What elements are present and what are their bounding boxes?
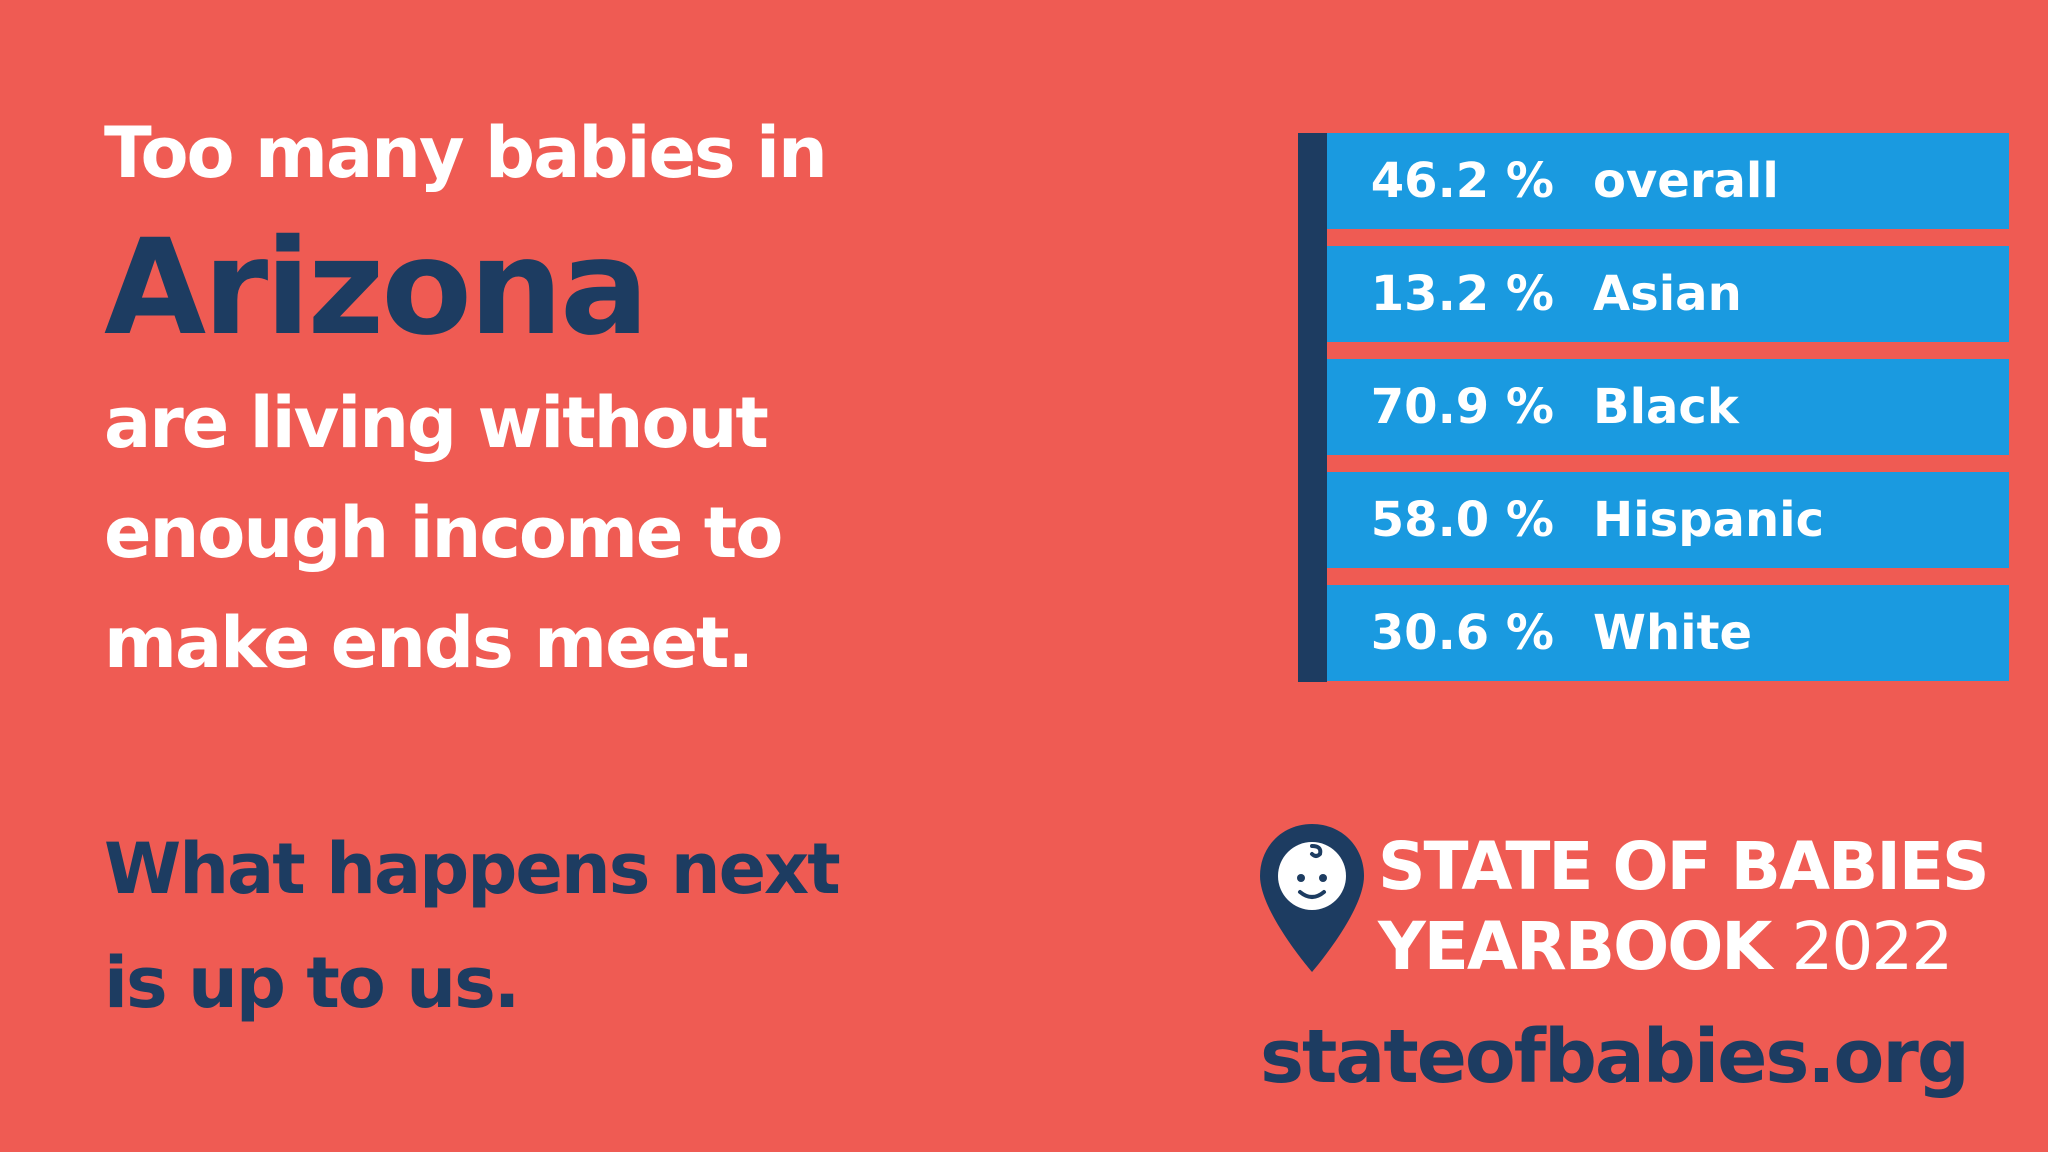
stat-label: White (1593, 605, 1753, 661)
logo-year: 2022 (1791, 908, 1953, 985)
headline: make ends meet. (104, 602, 754, 684)
call-to-action: is up to us. (104, 942, 520, 1024)
stat-value: 70.9 % (1370, 379, 1554, 435)
stat-row: 70.9 % Black (1327, 359, 2009, 455)
stat-value: 30.6 % (1370, 605, 1554, 661)
headline: are living without (104, 382, 769, 464)
logo-text: STATE OF BABIES (1378, 828, 1990, 905)
stat-row: 13.2 % Asian (1327, 246, 2009, 342)
logo-text: YEARBOOK (1378, 908, 1772, 985)
stats-spine (1298, 133, 1327, 682)
stat-value: 46.2 % (1370, 153, 1554, 209)
stat-label: Asian (1593, 266, 1742, 322)
stat-label: overall (1593, 153, 1779, 209)
logo-pin (1260, 824, 1364, 972)
headline: Too many babies in (104, 112, 828, 194)
stat-row: 30.6 % White (1327, 585, 2009, 681)
stat-label: Black (1593, 379, 1739, 435)
headline: enough income to (104, 492, 783, 574)
state-name: Arizona (104, 211, 649, 365)
logo-text: YEARBOOK 2022 (1378, 914, 1953, 980)
call-to-action: What happens next (104, 828, 841, 910)
stat-row: 58.0 % Hispanic (1327, 472, 2009, 568)
stat-value: 58.0 % (1370, 492, 1554, 548)
stat-row: 46.2 % overall (1327, 133, 2009, 229)
website-url[interactable]: stateofbabies.org (1260, 1014, 1970, 1100)
stat-value: 13.2 % (1370, 266, 1554, 322)
stat-label: Hispanic (1593, 492, 1825, 548)
